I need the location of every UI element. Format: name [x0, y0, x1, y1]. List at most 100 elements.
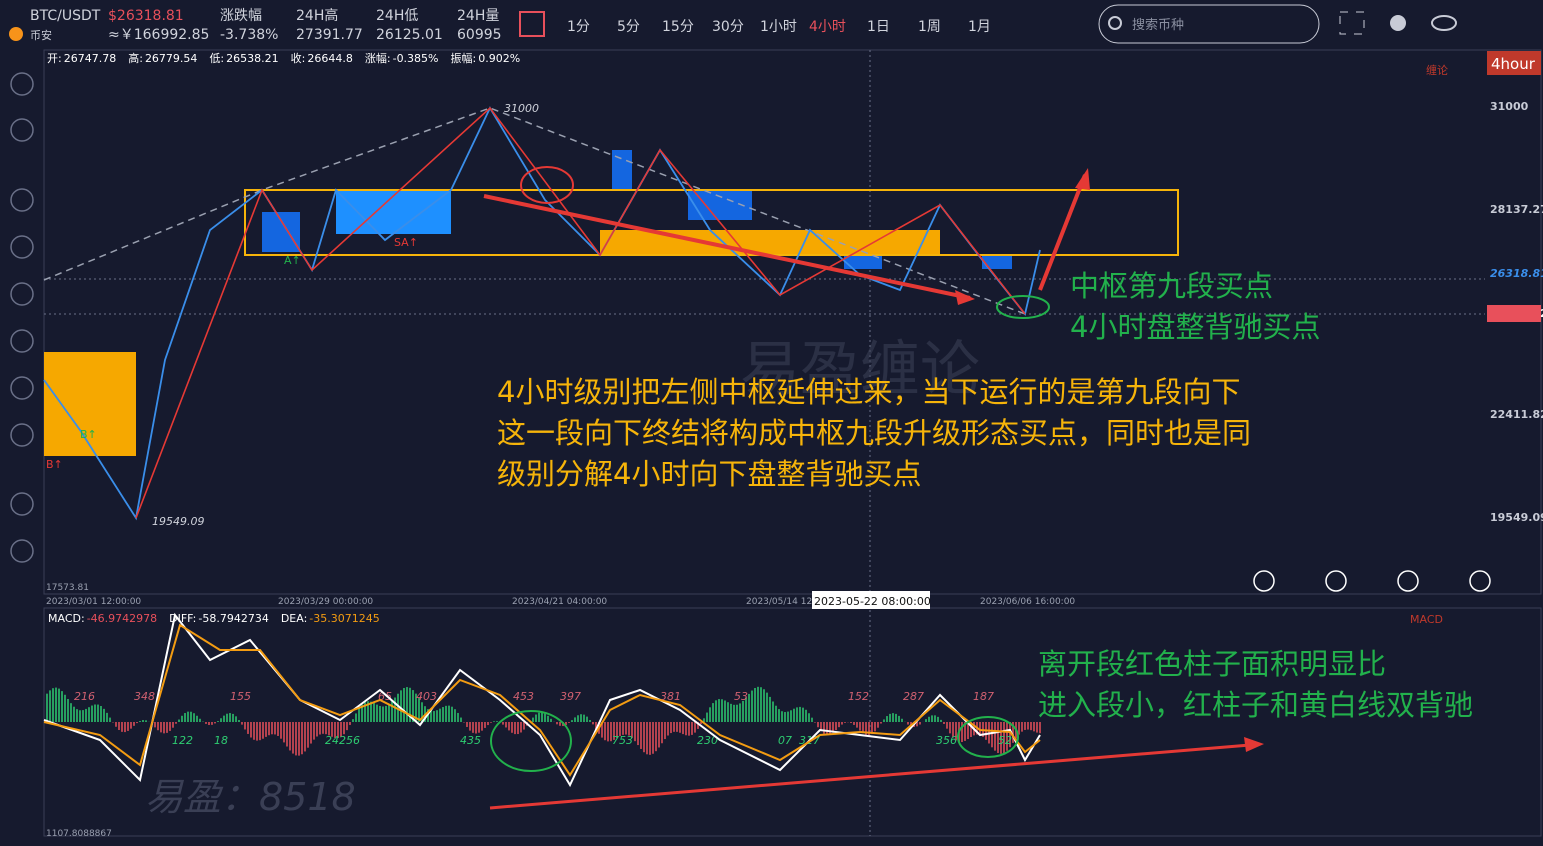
hist-label: 52 — [998, 734, 1012, 747]
histogram-bar — [931, 715, 933, 722]
stat-label: 24H低 — [376, 8, 418, 24]
macd-menu[interactable]: MACD — [1410, 613, 1443, 626]
histogram-bar — [937, 717, 939, 722]
histogram-bar — [319, 722, 321, 735]
hist-label: 155 — [230, 690, 251, 703]
histogram-bar — [508, 722, 510, 730]
histogram-bar — [589, 720, 591, 722]
indicator-menu[interactable]: 缠论 — [1426, 63, 1448, 77]
histogram-bar — [346, 722, 348, 730]
stat-label: 涨跌幅 — [220, 8, 262, 24]
histogram-bar — [85, 709, 87, 722]
histogram-bar — [550, 719, 552, 722]
histogram-bar — [121, 722, 123, 732]
histogram-bar — [130, 722, 132, 729]
histogram-bar — [580, 714, 582, 722]
histogram-bar — [571, 720, 573, 722]
price-label: 19549.09 — [1490, 511, 1543, 524]
date-label: 2023/03/01 12:00:00 — [46, 597, 141, 607]
histogram-bar — [766, 693, 768, 722]
histogram-bar — [811, 718, 813, 722]
histogram-bar — [991, 722, 993, 747]
histogram-bar — [61, 691, 63, 722]
histogram-bar — [145, 720, 147, 722]
histogram-bar — [103, 709, 105, 722]
interval[interactable]: 1周 — [918, 19, 941, 35]
histogram-bar — [403, 688, 405, 722]
search[interactable]: 搜索币种 — [1132, 18, 1184, 33]
macd-dea-label: DEA: — [281, 612, 307, 625]
histogram-bar — [160, 722, 162, 732]
histogram-bar — [280, 722, 282, 739]
ohlc-value: 26538.21 — [226, 52, 279, 65]
histogram-bar — [400, 690, 402, 722]
histogram-bar — [898, 716, 900, 722]
histogram-bar — [607, 722, 609, 741]
histogram-bar — [859, 722, 861, 731]
histogram-bar — [724, 700, 726, 722]
interval[interactable]: 5分 — [617, 19, 640, 35]
price-label: 26318.81 — [1490, 267, 1543, 280]
timeframe-tag: 4hour — [1491, 55, 1536, 73]
histogram-bar — [175, 722, 177, 724]
histogram-bar — [757, 687, 759, 722]
histogram-bar — [82, 710, 84, 722]
stat-label: 24H高 — [296, 7, 338, 24]
macd-diff-label: DIFF: — [169, 612, 196, 625]
interval[interactable]: 30分 — [712, 19, 744, 35]
histogram-bar — [823, 722, 825, 734]
histogram-bar — [382, 707, 384, 722]
histogram-bar — [184, 713, 186, 722]
histogram-bar — [298, 722, 300, 756]
histogram-bar — [541, 712, 543, 722]
histogram-bar — [79, 710, 81, 722]
interval[interactable]: 1月 — [968, 19, 991, 35]
interval[interactable]: 1日 — [867, 19, 890, 35]
macd-bottom: 1107.8088867 — [46, 829, 112, 839]
histogram-bar — [643, 722, 645, 752]
histogram-bar — [1024, 722, 1026, 730]
histogram-bar — [163, 722, 165, 733]
macd-diff: -58.7942734 — [198, 612, 268, 625]
histogram-bar — [625, 722, 627, 735]
interval[interactable]: 4小时 — [809, 19, 846, 35]
signal: B↑ — [46, 458, 63, 471]
histogram-bar — [220, 718, 222, 722]
stat-label: 24H量 — [457, 8, 499, 24]
histogram-bar — [253, 722, 255, 740]
hist-label: 24256 — [325, 734, 360, 747]
histogram-bar — [235, 716, 237, 722]
histogram-bar — [391, 701, 393, 722]
histogram-bar — [994, 722, 996, 751]
histogram-bar — [685, 722, 687, 735]
macd-dea: -35.3071245 — [309, 612, 379, 625]
ohlc-value: 26747.78 — [64, 52, 117, 65]
histogram-bar — [769, 697, 771, 722]
histogram-bar — [178, 720, 180, 722]
hist-label: 216 — [74, 690, 95, 703]
histogram-bar — [496, 721, 498, 722]
histogram-bar — [274, 722, 276, 734]
histogram-bar — [514, 722, 516, 734]
histogram-bar — [802, 708, 804, 722]
hist-label: 187 — [973, 690, 994, 703]
interval[interactable]: 15分 — [662, 19, 694, 35]
histogram-bar — [676, 722, 678, 732]
histogram-bar — [892, 713, 894, 722]
histogram-bar — [76, 709, 78, 722]
histogram-bar — [181, 716, 183, 722]
histogram-bar — [226, 714, 228, 722]
histogram-bar — [637, 722, 639, 745]
histogram-bar — [352, 719, 354, 722]
histogram-bar — [259, 722, 261, 740]
ohlc-value: 26644.8 — [307, 52, 353, 65]
histogram-bar — [58, 689, 60, 722]
histogram-bar — [442, 707, 444, 722]
ohlc-value: -0.385% — [393, 52, 439, 65]
histogram-bar — [187, 712, 189, 722]
interval[interactable]: 1小时 — [760, 19, 797, 35]
histogram-bar — [295, 722, 297, 755]
interval[interactable]: 1分 — [567, 19, 590, 35]
ohlc-label: 收: — [291, 51, 306, 65]
histogram-bar — [358, 708, 360, 722]
